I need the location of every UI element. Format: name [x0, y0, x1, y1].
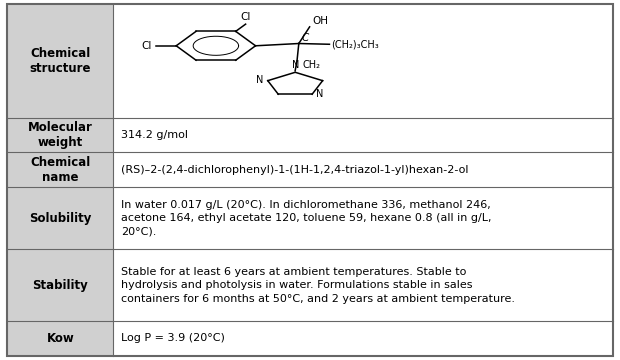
Text: Log P = 3.9 (20°C): Log P = 3.9 (20°C): [122, 333, 225, 343]
Text: Chemical
name: Chemical name: [30, 156, 91, 184]
Bar: [113, 321, 613, 356]
Text: In water 0.017 g/L (20°C). In dichloromethane 336, methanol 246,
acetone 164, et: In water 0.017 g/L (20°C). In dichlorome…: [122, 199, 492, 237]
Text: Stability: Stability: [32, 279, 88, 292]
Text: C: C: [302, 33, 309, 43]
Text: Molecular
weight: Molecular weight: [28, 121, 93, 149]
Text: (RS)–2-(2,4-dichlorophenyl)-1-(1H-1,2,4-triazol-1-yl)hexan-2-ol: (RS)–2-(2,4-dichlorophenyl)-1-(1H-1,2,4-…: [122, 165, 469, 175]
Text: Cl: Cl: [142, 41, 152, 51]
Bar: [7, 4, 113, 118]
Text: Solubility: Solubility: [29, 212, 92, 225]
Bar: [113, 152, 613, 187]
Bar: [113, 249, 613, 321]
Text: Stable for at least 6 years at ambient temperatures. Stable to
hydrolysis and ph: Stable for at least 6 years at ambient t…: [122, 266, 515, 304]
Bar: [7, 249, 113, 321]
Text: N: N: [256, 75, 264, 85]
Text: Cl: Cl: [241, 12, 251, 22]
Text: OH: OH: [312, 15, 329, 26]
Text: 314.2 g/mol: 314.2 g/mol: [122, 130, 188, 140]
Bar: [113, 118, 613, 152]
Text: N: N: [316, 89, 324, 99]
Bar: [113, 4, 613, 118]
Bar: [7, 118, 113, 152]
Text: N: N: [291, 60, 299, 71]
Bar: [7, 187, 113, 249]
Text: Chemical
structure: Chemical structure: [30, 47, 91, 75]
Text: CH₂: CH₂: [303, 60, 321, 70]
Bar: [7, 152, 113, 187]
Text: (CH₂)₃CH₃: (CH₂)₃CH₃: [331, 39, 379, 49]
Bar: [113, 187, 613, 249]
Text: Kow: Kow: [46, 332, 74, 345]
Bar: [7, 321, 113, 356]
